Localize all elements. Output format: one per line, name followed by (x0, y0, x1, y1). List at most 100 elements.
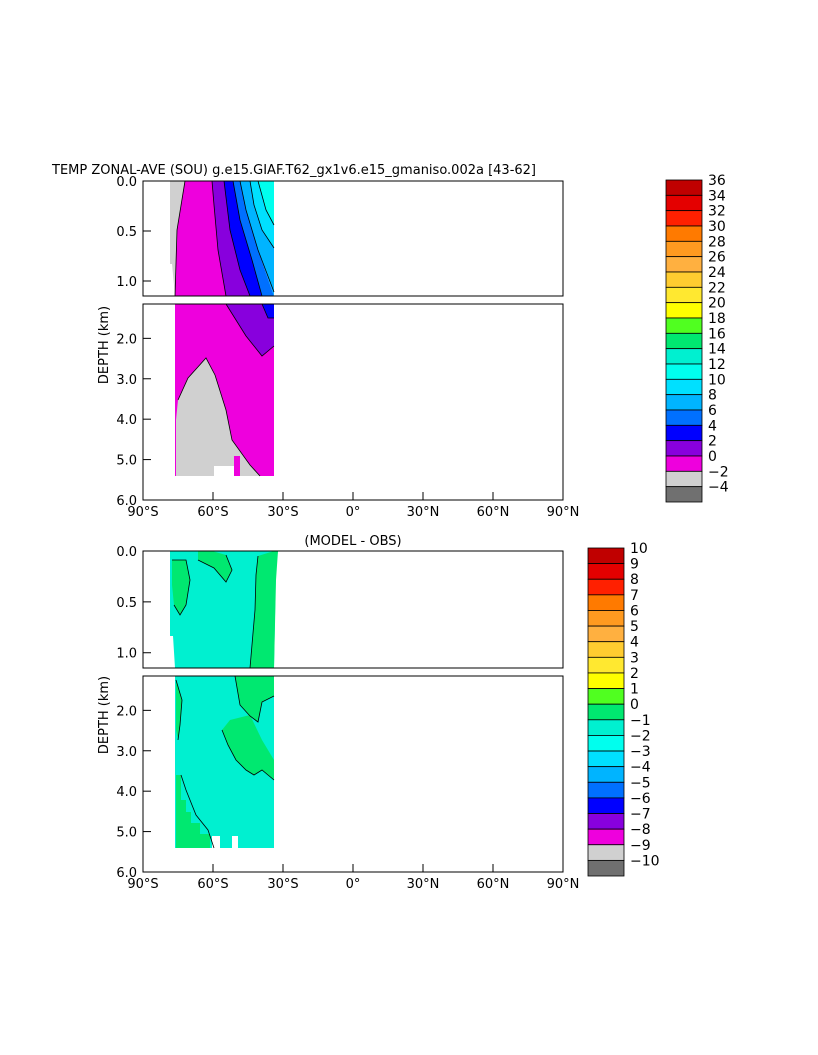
legend-swatch (666, 425, 702, 440)
x-tick-label: 60°N (477, 877, 510, 892)
legend-label: 7 (630, 588, 639, 604)
y-tick-label: 6.0 (116, 494, 137, 509)
bottom-panel-title: (MODEL - OBS) (304, 534, 401, 549)
legend-label: 20 (708, 296, 726, 312)
legend-label: 22 (708, 280, 726, 296)
y-tick-label: 2.0 (116, 332, 137, 347)
legend-swatch (588, 829, 624, 845)
legend-label: 4 (708, 418, 717, 434)
legend-swatch (588, 767, 624, 783)
legend-swatch (588, 595, 624, 611)
legend-swatch (588, 642, 624, 658)
legend-swatch (666, 333, 702, 348)
bottom-land-gap-2 (232, 836, 238, 848)
legend-label: 14 (708, 342, 726, 358)
legend-swatch (588, 735, 624, 751)
legend-label: −5 (630, 775, 651, 791)
legend-label: 10 (630, 541, 648, 557)
legend-swatch (666, 395, 702, 410)
top-magenta-notch (234, 456, 240, 476)
legend-swatch (666, 318, 702, 333)
legend-label: 6 (630, 603, 639, 619)
legend-swatch (588, 814, 624, 830)
legend-label: 0 (630, 697, 639, 713)
y-tick-label: 5.0 (116, 826, 137, 841)
legend-swatch (588, 720, 624, 736)
legend-label: 30 (708, 219, 726, 235)
legend-swatch (588, 579, 624, 595)
legend-label: 28 (708, 234, 726, 250)
legend-label: −8 (630, 822, 651, 838)
legend-swatch (588, 548, 624, 564)
legend-swatch (588, 657, 624, 673)
legend-swatch (588, 564, 624, 580)
y-tick-label: 3.0 (116, 373, 137, 388)
legend-label: 2 (630, 666, 639, 682)
legend-label: −4 (708, 480, 729, 496)
x-tick-label: 60°S (197, 505, 228, 520)
legend-swatch (666, 241, 702, 256)
y-tick-label: 0.5 (116, 596, 137, 611)
legend-swatch (666, 487, 702, 502)
legend-swatch (666, 180, 702, 195)
legend-label: 10 (708, 372, 726, 388)
legend-swatch (588, 626, 624, 642)
legend-label: 6 (708, 403, 717, 419)
legend-label: 4 (630, 635, 639, 651)
legend-swatch (588, 673, 624, 689)
y-tick-label: 2.0 (116, 704, 137, 719)
legend-label: 18 (708, 311, 726, 327)
legend-swatch (666, 349, 702, 364)
x-tick-label: 60°N (477, 505, 510, 520)
legend-swatch (588, 782, 624, 798)
legend-label: 26 (708, 250, 726, 266)
legend-swatch (666, 471, 702, 486)
top-field-lower (175, 304, 274, 476)
y-tick-label: 0.0 (116, 545, 137, 560)
y-tick-label: 4.0 (116, 413, 137, 428)
y-tick-label: 6.0 (116, 866, 137, 881)
y-tick-label: 3.0 (116, 745, 137, 760)
x-tick-label: 90°N (547, 505, 580, 520)
top-legend: 363432302826242220181614121086420−2−4 (666, 173, 729, 502)
x-tick-label: 90°N (547, 877, 580, 892)
legend-label: 1 (630, 682, 639, 698)
legend-swatch (666, 195, 702, 210)
legend-swatch (666, 272, 702, 287)
legend-label: −10 (630, 853, 660, 869)
top-land-gap-1 (214, 466, 234, 476)
top-field-upper (170, 181, 274, 296)
y-tick-label: 0.0 (116, 175, 137, 190)
legend-label: 8 (708, 388, 717, 404)
legend-label: 2 (708, 434, 717, 450)
legend-label: 34 (708, 188, 726, 204)
bottom-field-lower (175, 676, 274, 848)
legend-swatch (588, 610, 624, 626)
legend-swatch (588, 845, 624, 861)
y-tick-label: 5.0 (116, 454, 137, 469)
bottom-legend: 109876543210−1−2−3−4−5−6−7−8−9−10 (588, 541, 660, 876)
legend-swatch (666, 287, 702, 302)
legend-label: −3 (630, 744, 651, 760)
x-tick-label: 30°N (407, 505, 440, 520)
x-tick-label: 30°S (267, 505, 298, 520)
y-tick-label: 4.0 (116, 785, 137, 800)
legend-label: −2 (630, 728, 651, 744)
bottom-field-upper (170, 551, 278, 668)
legend-label: 0 (708, 449, 717, 465)
x-tick-label: 0° (346, 877, 361, 892)
legend-swatch (666, 379, 702, 394)
legend-label: 5 (630, 619, 639, 635)
bottom-ylabel: DEPTH (km) (97, 676, 112, 754)
legend-label: −7 (630, 807, 651, 823)
legend-label: 9 (630, 557, 639, 573)
legend-label: −4 (630, 760, 651, 776)
legend-swatch (588, 860, 624, 876)
legend-swatch (666, 303, 702, 318)
legend-label: −9 (630, 838, 651, 854)
x-tick-label: 30°S (267, 877, 298, 892)
legend-swatch (666, 211, 702, 226)
x-tick-label: 0° (346, 505, 361, 520)
x-tick-label: 30°N (407, 877, 440, 892)
